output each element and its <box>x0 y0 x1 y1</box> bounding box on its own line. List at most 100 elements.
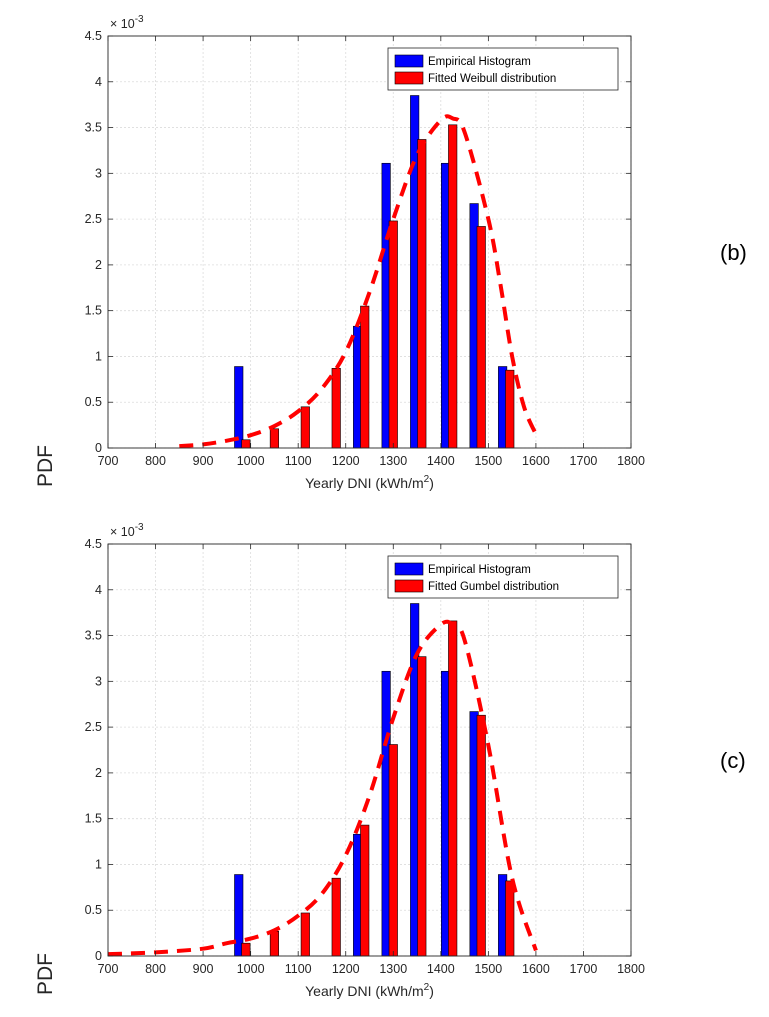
y-tick-label: 3.5 <box>85 121 102 135</box>
bar <box>388 220 398 449</box>
bar <box>448 124 458 449</box>
chart-panel-b: 700 800 900 1000 1100 1200 1300 1400 1500 1600 170… <box>0 0 769 508</box>
y-tick-label: 1 <box>95 349 102 363</box>
axes-box <box>107 543 632 957</box>
fitted-curve <box>107 619 538 957</box>
x-axis-title-tail: ) <box>429 475 434 491</box>
x-tick-label: 800 <box>145 454 166 468</box>
y-tick-label: 2.5 <box>85 212 102 226</box>
x-tick-label: 700 <box>98 962 119 976</box>
y-tick-label: 4 <box>95 75 102 89</box>
x-axis-title-sup: 2 <box>424 474 430 485</box>
x-axis-title-main: Yearly DNI (kWh/m <box>305 983 424 999</box>
x-tick-label: 1600 <box>522 962 550 976</box>
bar <box>300 406 310 449</box>
bar <box>360 824 370 957</box>
plot-area <box>108 544 631 956</box>
legend-entry: Empirical Histogram <box>428 56 531 68</box>
x-tick-label: 1100 <box>285 454 312 468</box>
bar <box>505 369 515 449</box>
panel-label-b: (b) <box>720 240 747 265</box>
bar <box>241 942 251 957</box>
plot-area <box>108 36 631 448</box>
y-tick-label: 2.5 <box>85 720 102 734</box>
legend-swatch <box>394 71 424 85</box>
bar <box>476 226 486 449</box>
bar <box>476 714 486 957</box>
y-tick-label: 1.5 <box>85 304 102 318</box>
y-exponent-label: × 10-3 <box>110 522 144 539</box>
x-tick-label: 1400 <box>427 962 455 976</box>
y-tick-label: 3.5 <box>85 629 102 643</box>
bar <box>505 880 515 957</box>
bar <box>269 428 279 449</box>
x-tick-label: 1800 <box>617 454 645 468</box>
x-axis-title-tail: ) <box>429 983 434 999</box>
x-tick-label: 1600 <box>522 454 550 468</box>
x-axis-title-sup: 2 <box>424 982 430 993</box>
y-tick-label: 0.5 <box>85 395 102 409</box>
axes-box <box>107 35 632 449</box>
x-tick-label: 1400 <box>427 454 455 468</box>
y-tick-label: 4.5 <box>85 29 102 43</box>
y-tick-label: 3 <box>95 674 102 688</box>
legend: Empirical Histogram Fitted Gumbel distrib… <box>387 555 619 599</box>
legend-box <box>387 47 619 91</box>
x-tick-label: 1100 <box>285 962 312 976</box>
chart-panel-c: 700 800 900 1000 1100 1200 1300 1400 1500 1600 170… <box>0 508 769 1016</box>
chart-c-svg: 700 800 900 1000 1100 1200 1300 1400 1500 1600 170… <box>34 522 645 999</box>
y-tick-label: 2 <box>95 766 102 780</box>
legend-box <box>387 555 619 599</box>
x-tick-label: 1300 <box>379 962 407 976</box>
x-axis-title-main: Yearly DNI (kWh/m <box>305 475 424 491</box>
y-tick-label: 0 <box>95 949 102 963</box>
bar <box>234 366 244 449</box>
y-axis-label: PDF <box>34 953 57 995</box>
bar <box>269 930 279 957</box>
y-exponent-sup: -3 <box>135 522 144 533</box>
x-tick-label: 800 <box>145 962 166 976</box>
y-axis-label: PDF <box>34 445 57 487</box>
y-exponent-sup: -3 <box>135 14 144 25</box>
bar <box>331 368 341 449</box>
legend-swatch <box>394 54 424 68</box>
bar-series-1 <box>241 620 515 957</box>
x-tick-label: 1200 <box>332 962 360 976</box>
chart-b-svg: 700 800 900 1000 1100 1200 1300 1400 1500 1600 170… <box>34 14 645 491</box>
y-tick-label: 4.5 <box>85 537 102 551</box>
bar <box>448 620 458 957</box>
fitted-curve <box>179 114 538 449</box>
x-tick-label: 1500 <box>474 454 502 468</box>
x-tick-label: 900 <box>193 962 214 976</box>
x-tick-label: 1300 <box>379 454 407 468</box>
bar <box>300 912 310 957</box>
y-tick-label: 0 <box>95 441 102 455</box>
bar <box>331 877 341 957</box>
legend-entry: Empirical Histogram <box>428 564 531 576</box>
legend-entry: Fitted Weibull distribution <box>428 73 556 85</box>
x-tick-label: 700 <box>98 454 119 468</box>
x-tick-label: 900 <box>193 454 214 468</box>
legend-swatch <box>394 579 424 593</box>
x-tick-label: 1000 <box>237 962 265 976</box>
bar <box>388 744 398 957</box>
tick-labels: 700 800 900 1000 1100 1200 1300 1400 1500 1600 170… <box>85 29 645 468</box>
bar <box>417 139 427 449</box>
y-tick-label: 0.5 <box>85 903 102 917</box>
x-tick-label: 1700 <box>570 962 598 976</box>
bar <box>241 439 251 449</box>
x-tick-label: 1200 <box>332 454 360 468</box>
tick-labels: 700 800 900 1000 1100 1200 1300 1400 1500 1600 170… <box>85 537 645 976</box>
legend-entry: Fitted Gumbel distribution <box>428 581 559 593</box>
x-tick-label: 1700 <box>570 454 598 468</box>
x-tick-label: 1000 <box>237 454 265 468</box>
y-exponent-label: × 10-3 <box>110 14 144 31</box>
legend-swatch <box>394 562 424 576</box>
y-tick-label: 3 <box>95 166 102 180</box>
x-axis-title: Yearly DNI (kWh/m2) <box>305 982 434 999</box>
panel-label-c: (c) <box>720 748 746 773</box>
x-tick-label: 1500 <box>474 962 502 976</box>
bar <box>417 656 427 957</box>
x-tick-label: 1800 <box>617 962 645 976</box>
x-axis-title: Yearly DNI (kWh/m2) <box>305 474 434 491</box>
